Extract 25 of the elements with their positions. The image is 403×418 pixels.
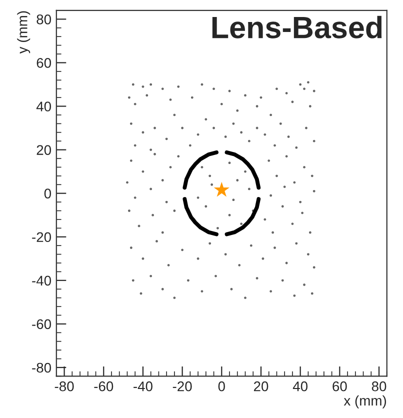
line-series — [182, 197, 218, 236]
y-tick-label: 0 — [44, 188, 52, 198]
x-tick-label: -40 — [134, 381, 152, 392]
x-tick-label: -80 — [54, 381, 74, 392]
y-tick-label: 40 — [36, 102, 52, 112]
chart-title: Lens-Based — [212, 16, 382, 38]
y-tick-label: 80 — [36, 14, 52, 24]
y-tick-label: -80 — [32, 362, 52, 373]
x-axis-title: x (mm) — [344, 395, 386, 408]
line-series — [224, 197, 261, 236]
y-tick-label: -20 — [32, 232, 52, 242]
x-tick-label: -60 — [94, 381, 114, 392]
y-tick-label: -40 — [32, 276, 52, 286]
x-tick-label: -20 — [172, 381, 192, 392]
line-series — [182, 150, 218, 190]
x-tick-label: 80 — [372, 381, 386, 392]
y-tick-label: 20 — [36, 145, 52, 155]
x-tick-label: 60 — [332, 381, 347, 392]
line-series — [224, 150, 261, 190]
x-tick-label: 20 — [254, 381, 268, 392]
y-tick-label: 60 — [36, 58, 52, 68]
x-tick-label: 40 — [292, 381, 308, 392]
y-tick-label: -60 — [32, 319, 52, 330]
x-tick-label: 0 — [218, 381, 225, 392]
y-axis-title: y (mm) — [17, 11, 30, 54]
